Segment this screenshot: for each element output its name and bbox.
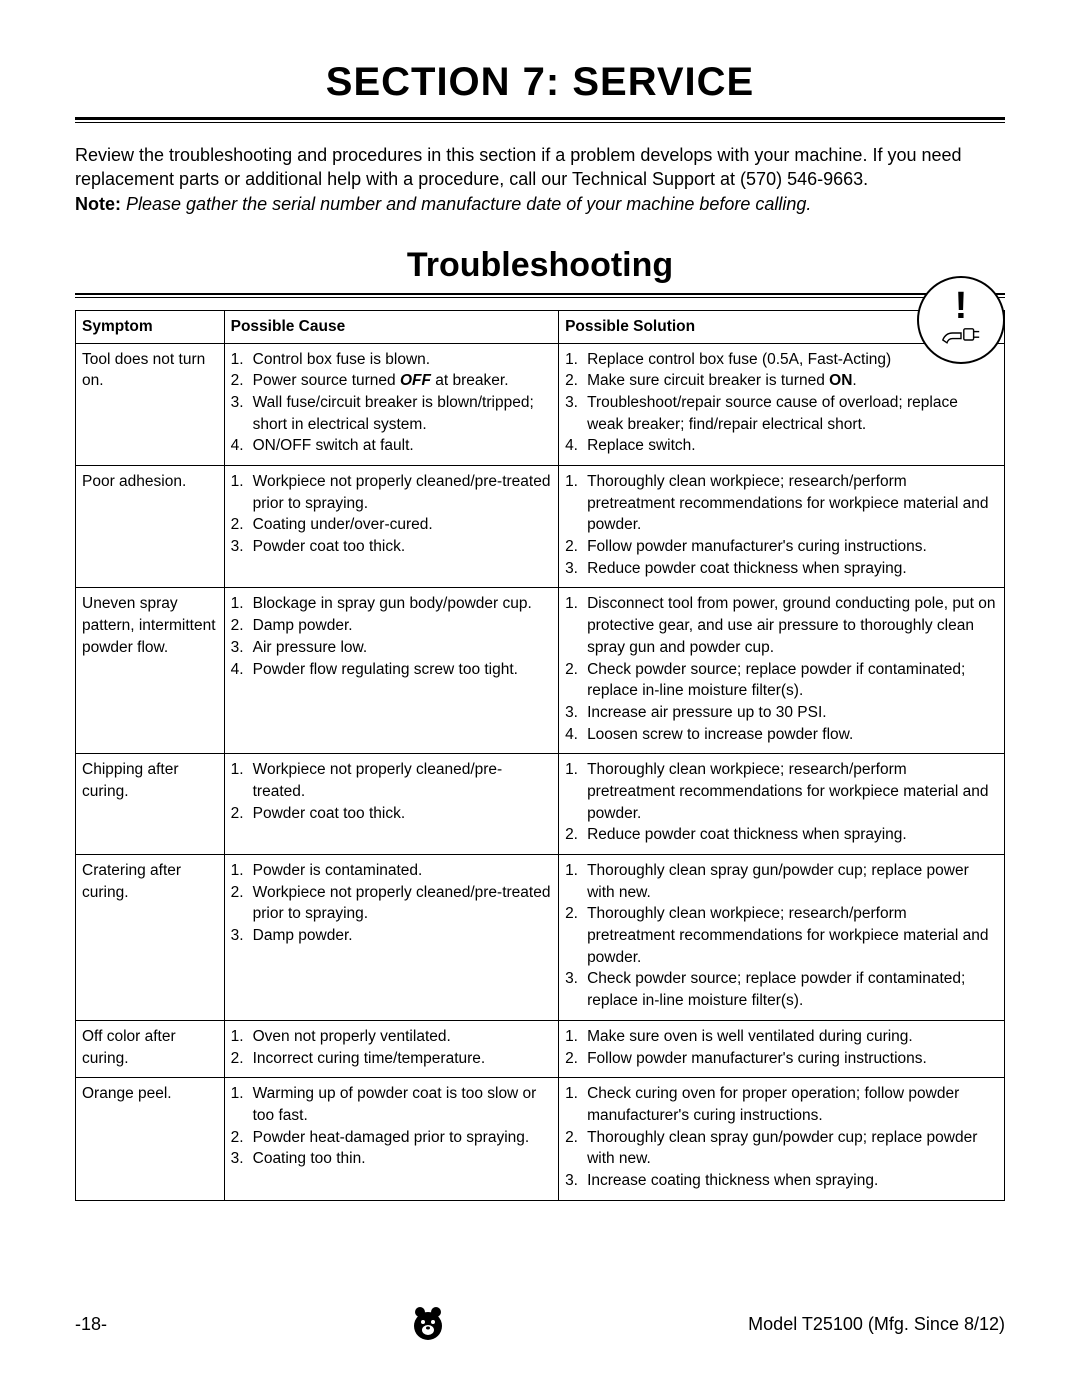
exclamation-icon: ! bbox=[955, 293, 968, 320]
table-header-row: Symptom Possible Cause Possible Solution bbox=[76, 310, 1005, 343]
solution-cell: 1.Make sure oven is well ventilated duri… bbox=[559, 1020, 1005, 1077]
list-item: 3.Powder coat too thick. bbox=[231, 536, 552, 558]
list-item: 1.Check curing oven for proper operation… bbox=[565, 1083, 998, 1126]
table-row: Tool does not turn on.1.Control box fuse… bbox=[76, 343, 1005, 465]
list-item: 2.Thoroughly clean spray gun/powder cup;… bbox=[565, 1127, 998, 1170]
note-text: Please gather the serial number and manu… bbox=[121, 194, 811, 214]
symptom-cell: Off color after curing. bbox=[76, 1020, 225, 1077]
list-item: 3.Damp powder. bbox=[231, 925, 552, 947]
page-footer: -18- Model T25100 (Mfg. Since 8/12) bbox=[75, 1302, 1005, 1347]
list-item: 2.Thoroughly clean workpiece; research/p… bbox=[565, 903, 998, 968]
note-label: Note: bbox=[75, 194, 121, 214]
list-item: 3.Coating too thin. bbox=[231, 1148, 552, 1170]
list-item: 1.Oven not properly ventilated. bbox=[231, 1026, 552, 1048]
list-item: 1.Control box fuse is blown. bbox=[231, 349, 552, 371]
cause-cell: 1.Workpiece not properly cleaned/pre-tre… bbox=[224, 754, 558, 855]
list-item: 2.Workpiece not properly cleaned/pre-tre… bbox=[231, 882, 552, 925]
list-item: 1.Make sure oven is well ventilated duri… bbox=[565, 1026, 998, 1048]
list-item: 2.Reduce powder coat thickness when spra… bbox=[565, 824, 998, 846]
list-item: 1.Powder is contaminated. bbox=[231, 860, 552, 882]
list-item: 1.Thoroughly clean workpiece; research/p… bbox=[565, 759, 998, 824]
list-item: 1.Warming up of powder coat is too slow … bbox=[231, 1083, 552, 1126]
list-item: 3.Increase coating thickness when sprayi… bbox=[565, 1170, 998, 1192]
sub-title-rule bbox=[75, 293, 1005, 298]
cause-cell: 1.Warming up of powder coat is too slow … bbox=[224, 1078, 558, 1200]
symptom-cell: Orange peel. bbox=[76, 1078, 225, 1200]
solution-cell: 1.Thoroughly clean workpiece; research/p… bbox=[559, 754, 1005, 855]
table-row: Orange peel.1.Warming up of powder coat … bbox=[76, 1078, 1005, 1200]
list-item: 2.Incorrect curing time/temperature. bbox=[231, 1048, 552, 1070]
solution-cell: 1.Disconnect tool from power, ground con… bbox=[559, 588, 1005, 754]
list-item: 1.Workpiece not properly cleaned/pre-tre… bbox=[231, 759, 552, 802]
symptom-cell: Poor adhesion. bbox=[76, 466, 225, 588]
list-item: 1.Thoroughly clean workpiece; research/p… bbox=[565, 471, 998, 536]
solution-cell: 1.Thoroughly clean spray gun/powder cup;… bbox=[559, 855, 1005, 1021]
intro-paragraph: Review the troubleshooting and procedure… bbox=[75, 143, 1005, 216]
list-item: 4.Loosen screw to increase powder flow. bbox=[565, 724, 998, 746]
list-item: 2.Powder heat-damaged prior to spraying. bbox=[231, 1127, 552, 1149]
table-row: Off color after curing.1.Oven not proper… bbox=[76, 1020, 1005, 1077]
table-row: Chipping after curing.1.Workpiece not pr… bbox=[76, 754, 1005, 855]
model-info: Model T25100 (Mfg. Since 8/12) bbox=[748, 1314, 1005, 1335]
list-item: 4.ON/OFF switch at fault. bbox=[231, 435, 552, 457]
table-row: Uneven spray pattern, intermittent powde… bbox=[76, 588, 1005, 754]
cause-cell: 1.Oven not properly ventilated.2.Incorre… bbox=[224, 1020, 558, 1077]
header-symptom: Symptom bbox=[76, 310, 225, 343]
list-item: 1.Workpiece not properly cleaned/pre-tre… bbox=[231, 471, 552, 514]
cause-cell: 1.Blockage in spray gun body/powder cup.… bbox=[224, 588, 558, 754]
title-rule bbox=[75, 117, 1005, 123]
plug-icon bbox=[940, 319, 982, 347]
list-item: 2.Follow powder manufacturer's curing in… bbox=[565, 1048, 998, 1070]
cause-cell: 1.Control box fuse is blown.2.Power sour… bbox=[224, 343, 558, 465]
list-item: 2.Coating under/over-cured. bbox=[231, 514, 552, 536]
sub-title-wrap: Troubleshooting ! bbox=[75, 246, 1005, 298]
troubleshooting-table: Symptom Possible Cause Possible Solution… bbox=[75, 310, 1005, 1201]
symptom-cell: Cratering after curing. bbox=[76, 855, 225, 1021]
list-item: 3.Reduce powder coat thickness when spra… bbox=[565, 558, 998, 580]
section-title: SECTION 7: SERVICE bbox=[75, 60, 1005, 105]
header-cause: Possible Cause bbox=[224, 310, 558, 343]
cause-cell: 1.Powder is contaminated.2.Workpiece not… bbox=[224, 855, 558, 1021]
list-item: 1.Blockage in spray gun body/powder cup. bbox=[231, 593, 552, 615]
list-item: 3.Troubleshoot/repair source cause of ov… bbox=[565, 392, 998, 435]
solution-cell: 1.Replace control box fuse (0.5A, Fast-A… bbox=[559, 343, 1005, 465]
table-row: Cratering after curing.1.Powder is conta… bbox=[76, 855, 1005, 1021]
bear-logo-icon bbox=[408, 1302, 448, 1347]
list-item: 3.Air pressure low. bbox=[231, 637, 552, 659]
page-number: -18- bbox=[75, 1314, 107, 1335]
list-item: 3.Increase air pressure up to 30 PSI. bbox=[565, 702, 998, 724]
list-item: 2.Check powder source; replace powder if… bbox=[565, 659, 998, 702]
list-item: 2.Make sure circuit breaker is turned ON… bbox=[565, 370, 998, 392]
list-item: 3.Wall fuse/circuit breaker is blown/tri… bbox=[231, 392, 552, 435]
symptom-cell: Chipping after curing. bbox=[76, 754, 225, 855]
cause-cell: 1.Workpiece not properly cleaned/pre-tre… bbox=[224, 466, 558, 588]
list-item: 2.Follow powder manufacturer's curing in… bbox=[565, 536, 998, 558]
list-item: 1.Thoroughly clean spray gun/powder cup;… bbox=[565, 860, 998, 903]
intro-text: Review the troubleshooting and procedure… bbox=[75, 145, 962, 189]
list-item: 3.Check powder source; replace powder if… bbox=[565, 968, 998, 1011]
list-item: 1.Disconnect tool from power, ground con… bbox=[565, 593, 998, 658]
solution-cell: 1.Check curing oven for proper operation… bbox=[559, 1078, 1005, 1200]
symptom-cell: Tool does not turn on. bbox=[76, 343, 225, 465]
list-item: 2.Powder coat too thick. bbox=[231, 803, 552, 825]
table-row: Poor adhesion.1.Workpiece not properly c… bbox=[76, 466, 1005, 588]
list-item: 4.Powder flow regulating screw too tight… bbox=[231, 659, 552, 681]
list-item: 2.Power source turned OFF at breaker. bbox=[231, 370, 552, 392]
table-body: Tool does not turn on.1.Control box fuse… bbox=[76, 343, 1005, 1200]
sub-title: Troubleshooting bbox=[75, 246, 1005, 285]
list-item: 4.Replace switch. bbox=[565, 435, 998, 457]
symptom-cell: Uneven spray pattern, intermittent powde… bbox=[76, 588, 225, 754]
list-item: 2.Damp powder. bbox=[231, 615, 552, 637]
unplug-warning-icon: ! bbox=[917, 276, 1005, 364]
solution-cell: 1.Thoroughly clean workpiece; research/p… bbox=[559, 466, 1005, 588]
